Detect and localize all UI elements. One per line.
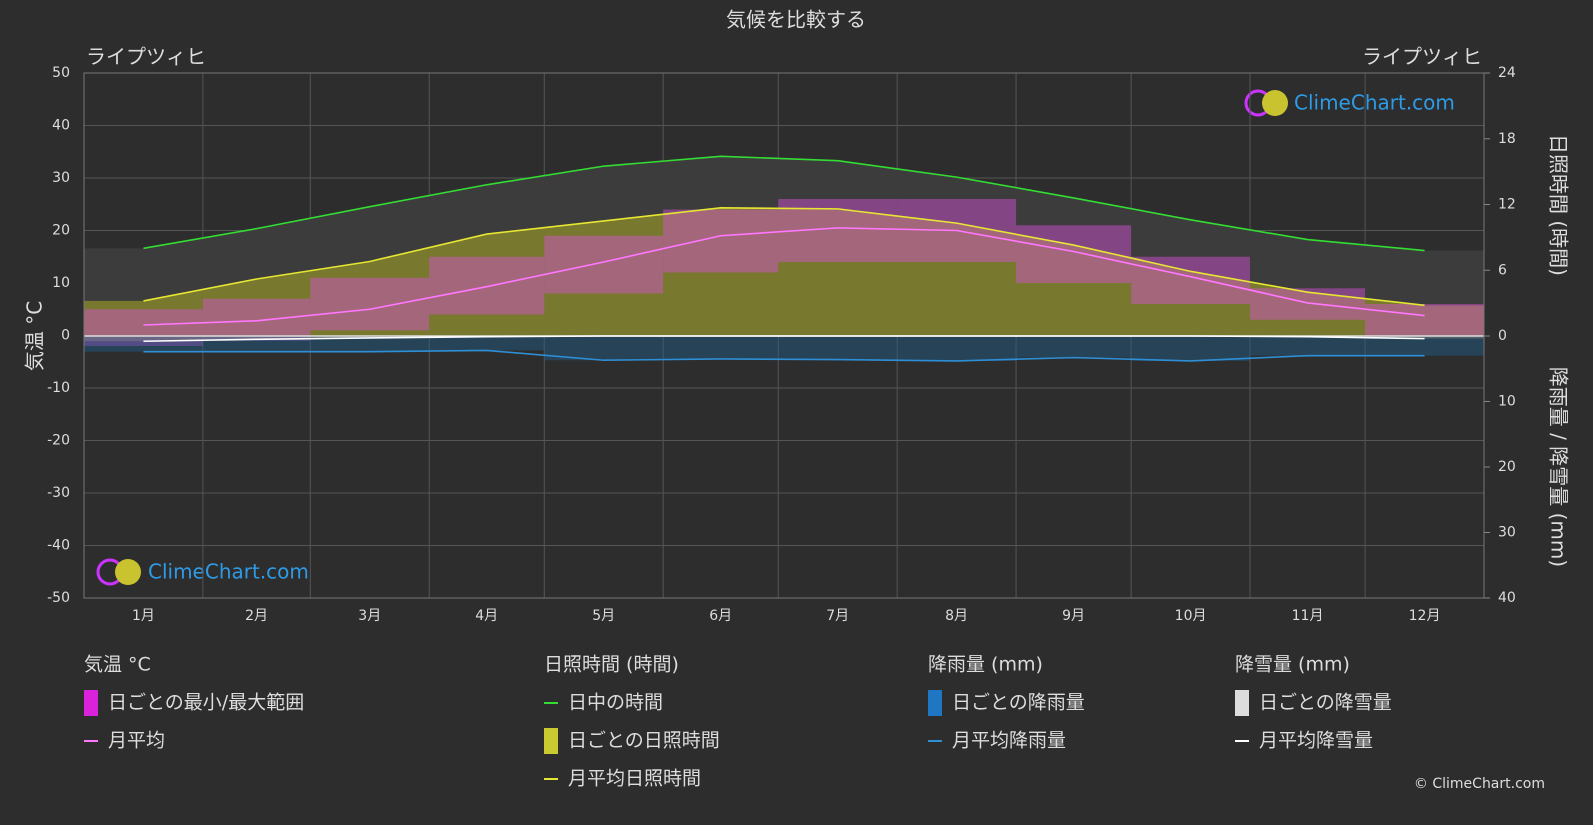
watermark-text: ClimeChart.com <box>1294 91 1455 115</box>
legend-title: 降雪量 (mm) <box>1235 654 1350 676</box>
y-tick-label: 10 <box>52 275 70 291</box>
location-left: ライプツィヒ <box>86 45 206 69</box>
x-tick-label: 4月 <box>475 608 498 624</box>
legend-label: 月平均降雨量 <box>952 730 1066 752</box>
snow-bar <box>310 336 430 338</box>
rain-bar <box>663 336 779 359</box>
rain-bar <box>1365 336 1484 356</box>
copyright: © ClimeChart.com <box>1414 776 1545 792</box>
y2-tick-label: 18 <box>1498 131 1516 147</box>
x-tick-label: 7月 <box>826 608 849 624</box>
legend-title: 気温 °C <box>84 654 151 676</box>
watermark-top: ClimeChart.com <box>1244 89 1455 117</box>
y-tick-label: 40 <box>52 118 70 134</box>
y3-tick-label: 10 <box>1498 394 1516 410</box>
y3-tick-label: 20 <box>1498 459 1516 475</box>
series-line <box>143 227 1425 326</box>
y2-tick-label: 12 <box>1498 197 1516 213</box>
series-line <box>143 335 1425 343</box>
rain-bar <box>429 336 545 351</box>
x-tick-label: 8月 <box>945 608 968 624</box>
legend-swatch <box>928 690 942 716</box>
temp-range <box>1250 288 1366 320</box>
legend-title: 日照時間 (時間) <box>544 654 679 676</box>
rain-bar <box>1250 336 1366 356</box>
watermark-bottom: ClimeChart.com <box>96 558 309 586</box>
legend-swatch <box>544 728 558 754</box>
rain-bar <box>310 336 430 352</box>
y3-axis-label: 降雨量 / 降雪量 (mm) <box>1547 367 1571 567</box>
series-line <box>143 155 1425 252</box>
temp-range <box>202 298 311 341</box>
y-tick-label: 0 <box>61 328 70 344</box>
y2-axis-label: 日照時間 (時間) <box>1547 134 1571 276</box>
y2-tick-label: 0 <box>1498 328 1507 344</box>
rain-bar <box>1016 336 1132 358</box>
legend-label: 月平均日照時間 <box>568 768 701 790</box>
y-tick-label: -10 <box>47 380 70 396</box>
y2-tick-label: 24 <box>1498 65 1516 81</box>
legend-label: 月平均 <box>108 730 165 752</box>
legend-label: 日ごとの日照時間 <box>568 730 720 752</box>
snow-bar <box>202 336 311 340</box>
x-tick-label: 12月 <box>1409 608 1441 624</box>
legend-label: 日ごとの降雨量 <box>952 692 1085 714</box>
location-right: ライプツィヒ <box>1362 45 1482 69</box>
legend-label: 日ごとの最小/最大範囲 <box>108 692 304 714</box>
rain-bar <box>897 336 1017 361</box>
snow-bar <box>84 336 203 342</box>
y2-tick-label: 6 <box>1498 262 1507 278</box>
legend-label: 日中の時間 <box>568 692 663 714</box>
y-tick-label: 30 <box>52 170 70 186</box>
series-line <box>143 206 1425 307</box>
snow-bar <box>1365 336 1484 339</box>
legend-title: 降雨量 (mm) <box>928 654 1043 676</box>
temp-range <box>544 235 664 294</box>
x-tick-label: 1月 <box>132 608 155 624</box>
y-axis-label: 気温 °C <box>23 301 47 371</box>
temp-range <box>663 209 779 273</box>
logo-sun <box>1262 90 1288 116</box>
area <box>84 207 1484 336</box>
rain-bar <box>1131 336 1251 361</box>
y3-tick-label: 40 <box>1498 590 1516 606</box>
y-tick-label: -50 <box>47 590 70 606</box>
x-tick-label: 9月 <box>1062 608 1085 624</box>
legend-label: 月平均降雪量 <box>1259 730 1373 752</box>
watermark-text: ClimeChart.com <box>148 560 309 584</box>
y-tick-label: 20 <box>52 223 70 239</box>
temp-range <box>1365 304 1484 336</box>
x-tick-label: 10月 <box>1175 608 1207 624</box>
y-tick-label: -30 <box>47 485 70 501</box>
x-tick-label: 5月 <box>592 608 615 624</box>
legend-swatch <box>84 690 98 716</box>
y-tick-label: -20 <box>47 433 70 449</box>
chart-title: 気候を比較する <box>726 8 866 32</box>
x-tick-label: 6月 <box>709 608 732 624</box>
x-tick-label: 3月 <box>358 608 381 624</box>
logo-sun <box>115 559 141 585</box>
series-line <box>143 349 1425 362</box>
legend-swatch <box>1235 690 1249 716</box>
x-tick-label: 11月 <box>1292 608 1324 624</box>
rain-bar <box>778 336 898 360</box>
y-tick-label: 50 <box>52 65 70 81</box>
plot-frame <box>83 72 1485 599</box>
temp-range <box>429 256 545 315</box>
legend-label: 日ごとの降雪量 <box>1259 692 1392 714</box>
temp-range <box>310 277 430 331</box>
y3-tick-label: 30 <box>1498 525 1516 541</box>
temp-range <box>1131 256 1251 304</box>
x-tick-label: 2月 <box>245 608 268 624</box>
y-tick-label: -40 <box>47 538 70 554</box>
